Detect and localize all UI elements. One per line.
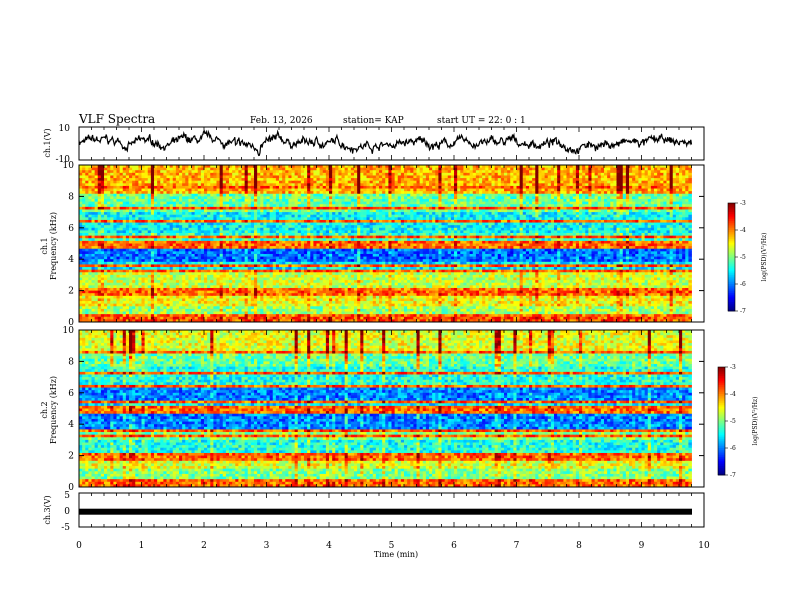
date-label: Feb. 13, 2026 <box>250 116 313 126</box>
ch1-spectrogram-panel: 0 2 4 6 8 10 ch.1 Frequency (kHz) <box>40 161 705 328</box>
spec-ytick-label: 8 <box>68 357 74 367</box>
ch3-voltage-panel: 5 0 -5 ch.3(V) <box>43 491 705 533</box>
ch1-voltage-line <box>78 129 693 157</box>
spec-ytick-label: 2 <box>68 452 74 462</box>
ch1-spec-ylabel-freq: Frequency (kHz) <box>49 212 58 280</box>
ch1-ytick-bottom: -10 <box>56 155 71 165</box>
ch1-ytick-top: 10 <box>59 124 71 134</box>
ch3-voltage-ylabel: ch.3(V) <box>43 495 52 524</box>
x-tick-label: 8 <box>576 541 582 551</box>
ch1-voltage-ylabel: ch.1(V) <box>43 128 52 157</box>
x-axis-label: Time (min) <box>374 550 418 559</box>
ch2-colorbar-label: log(PSD)(V²/Hz) <box>752 397 759 446</box>
ch1-voltage-panel: 10 -10 ch.1(V) <box>43 124 705 165</box>
ch2-spectrogram-panel: 0 2 4 6 8 10 ch.2 Frequency (kHz) <box>40 326 705 493</box>
spec-ytick-label: 6 <box>68 389 74 399</box>
x-tick-label: 5 <box>389 541 395 551</box>
ch2-spectrogram-image <box>79 330 692 488</box>
spec-ytick-label: 6 <box>68 224 74 234</box>
x-tick-label: 9 <box>639 541 645 551</box>
spec-ytick-label: 8 <box>68 192 74 202</box>
x-tick-label: 2 <box>201 541 207 551</box>
x-tick-label: 3 <box>264 541 270 551</box>
spec-ytick-label: 4 <box>68 420 74 430</box>
spec-ytick-label: 2 <box>68 287 74 297</box>
spec-ytick-label: 0 <box>68 483 74 493</box>
x-tick-label: 6 <box>451 541 457 551</box>
x-tick-label: 1 <box>139 541 145 551</box>
ch3-ytick-top: 5 <box>64 491 70 501</box>
x-tick-label: 7 <box>514 541 520 551</box>
ch3-ytick-bottom: -5 <box>61 523 70 533</box>
ch1-colorbar: -3 -4 -5 -6 -7 log(PSD)(V²/Hz) <box>727 200 768 315</box>
spec-ytick-label: 0 <box>68 318 74 328</box>
ch3-ytick-mid: 0 <box>64 507 70 517</box>
colorbar-tick-label: -4 <box>730 391 736 398</box>
colorbar-tick-label: -7 <box>740 308 746 315</box>
ch2-spec-ylabel-channel: ch.2 <box>40 401 49 418</box>
x-tick-label: 10 <box>698 541 710 551</box>
ch1-colorbar-label: log(PSD)(V²/Hz) <box>761 233 768 282</box>
colorbar-tick-label: -6 <box>730 445 736 452</box>
colorbar-tick-label: -4 <box>740 227 746 234</box>
x-tick-label: 0 <box>76 541 82 551</box>
spec-ytick-label: 10 <box>63 161 75 171</box>
ch1-spec-ylabel-channel: ch.1 <box>40 237 49 254</box>
station-label: station= KAP <box>343 116 404 126</box>
colorbar-tick-label: -7 <box>730 472 736 479</box>
colorbar-tick-label: -5 <box>740 254 746 261</box>
colorbar-tick-label: -3 <box>730 364 736 371</box>
spec-ytick-label: 4 <box>68 255 74 265</box>
ch1-spectrogram-image <box>79 165 692 323</box>
ch2-spec-ylabel-freq: Frequency (kHz) <box>49 376 58 444</box>
colorbar-tick-label: -3 <box>740 200 746 207</box>
figure-title: VLF Spectra <box>78 112 155 126</box>
ch1-voltage-frame <box>78 126 705 161</box>
ch3-voltage-trace <box>79 508 692 515</box>
colorbar-tick-label: -5 <box>730 418 736 425</box>
spec-ytick-label: 10 <box>63 326 75 336</box>
colorbar-tick-label: -6 <box>740 281 746 288</box>
x-tick-label: 4 <box>326 541 332 551</box>
start-time-label: start UT = 22: 0 : 1 <box>437 116 526 126</box>
ch2-colorbar: -3 -4 -5 -6 -7 log(PSD)(V²/Hz) <box>717 364 759 479</box>
